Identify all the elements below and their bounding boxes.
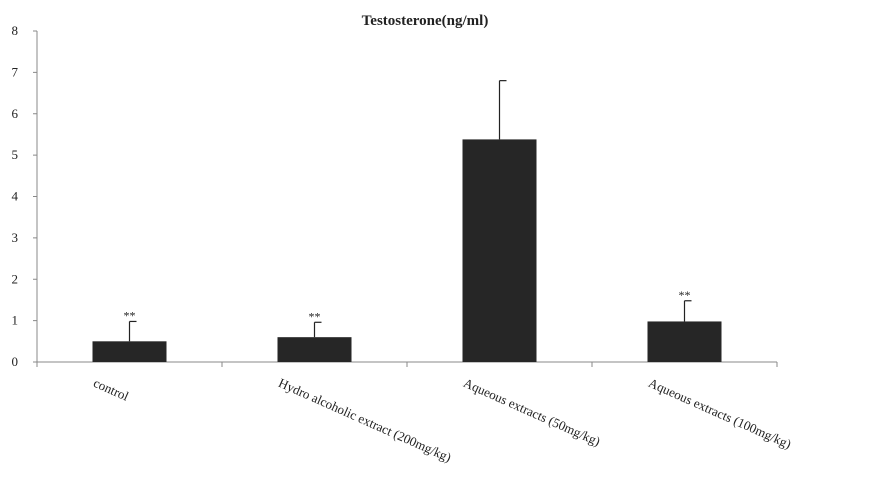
- bars: ** ** **: [92, 80, 722, 362]
- y-tick-label: 3: [12, 230, 19, 245]
- x-tick-label: Aqueous extracts (100mg/kg): [646, 375, 793, 452]
- bar: [647, 321, 722, 362]
- y-tick-label: 1: [12, 313, 19, 328]
- y-tick-label: 7: [12, 64, 19, 79]
- bar: [92, 341, 167, 362]
- x-tick-label: Aqueous extracts (50mg/kg): [461, 375, 602, 449]
- x-tick-labels: control Hydro alcoholic extract (200mg/kg…: [91, 375, 793, 465]
- bar: [277, 337, 352, 362]
- bar: [462, 139, 537, 362]
- x-tick-label: Hydro alcoholic extract (200mg/kg): [276, 375, 453, 465]
- y-tick-label: 5: [12, 147, 19, 162]
- y-tick-label: 6: [12, 106, 19, 121]
- significance-annotation: **: [309, 309, 321, 323]
- y-tick-label: 4: [12, 189, 19, 204]
- y-tick-label: 8: [12, 23, 19, 38]
- significance-annotation: **: [124, 308, 136, 322]
- x-tick-label: control: [91, 375, 131, 404]
- y-tick-label: 2: [12, 271, 19, 286]
- y-tick-label: 0: [12, 354, 19, 369]
- significance-annotation: **: [679, 288, 691, 302]
- chart-title: Testosterone(ng/ml): [362, 13, 489, 29]
